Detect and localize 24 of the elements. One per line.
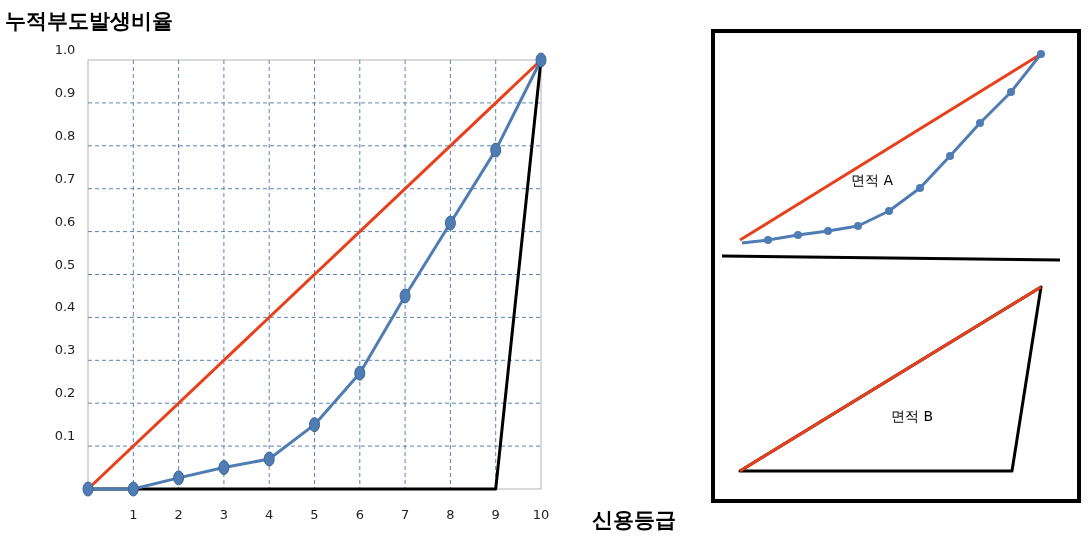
y-tick-label: 0.8 <box>54 127 76 143</box>
y-tick-label: 0.2 <box>54 385 76 401</box>
x-tick-label: 10 <box>532 507 550 522</box>
x-tick-label: 3 <box>219 507 229 522</box>
y-tick-label: 0.6 <box>54 213 76 229</box>
y-tick-label: 1.0 <box>54 42 76 57</box>
x-tick-label: 4 <box>265 507 274 522</box>
y-tick-label: 0.5 <box>54 256 76 272</box>
y-tick-label: 0.4 <box>54 299 76 315</box>
chart-title: 누적부도발생비율 <box>5 9 173 33</box>
y-tick-label: 0.7 <box>54 170 76 186</box>
y-tick-label: 0.3 <box>54 342 76 358</box>
x-tick-label: 9 <box>491 507 500 522</box>
x-tick-label: 7 <box>400 507 410 522</box>
x-axis-title: 신용등급 <box>592 508 676 532</box>
x-tick-label: 5 <box>310 507 319 522</box>
x-tick-label: 2 <box>174 507 183 522</box>
x-tick-label: 6 <box>355 507 364 522</box>
x-tick-label: 8 <box>446 507 455 522</box>
y-tick-label: 0.1 <box>54 428 76 444</box>
x-tick-label: 1 <box>129 507 138 522</box>
text: 면적 A <box>850 172 894 188</box>
y-tick-label: 0.9 <box>54 84 76 100</box>
text: 면적 B <box>890 408 934 424</box>
